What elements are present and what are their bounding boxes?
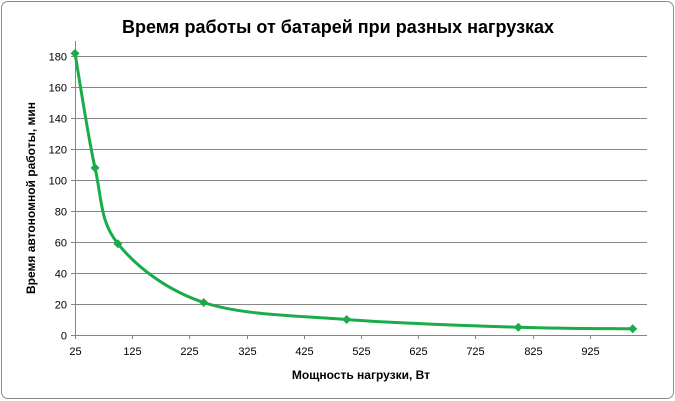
data-series xyxy=(70,48,638,334)
x-tick-label: 625 xyxy=(409,346,427,358)
data-point-marker xyxy=(342,315,352,325)
x-tick-label: 425 xyxy=(295,346,313,358)
x-tick-label: 225 xyxy=(180,346,198,358)
y-tick-labels: 0 20 40 60 80 100 120 140 160 180 xyxy=(49,52,67,343)
x-tick-label: 825 xyxy=(524,346,542,358)
chart-title: Время работы от батарей при разных нагру… xyxy=(122,17,554,37)
axes xyxy=(71,41,647,339)
x-tick-labels: 25 125 225 325 425 525 625 725 825 925 xyxy=(69,346,599,358)
data-point-marker xyxy=(513,322,523,332)
y-tick-label: 0 xyxy=(61,331,67,343)
y-tick-label: 20 xyxy=(55,300,67,312)
x-tick-label: 325 xyxy=(238,346,256,358)
x-tick-label: 125 xyxy=(123,346,141,358)
data-point-marker xyxy=(70,48,80,58)
data-point-marker xyxy=(113,239,123,249)
y-tick-label: 40 xyxy=(55,269,67,281)
grid-lines xyxy=(75,56,647,305)
y-axis-label: Время автономной работы, мин xyxy=(24,102,38,294)
y-tick-label: 60 xyxy=(55,238,67,250)
x-tick-label: 925 xyxy=(581,346,599,358)
x-axis-label: Мощность нагрузки, Вт xyxy=(292,368,430,382)
x-tick-label: 725 xyxy=(466,346,484,358)
y-tick-label: 80 xyxy=(55,207,67,219)
y-tick-label: 100 xyxy=(49,176,67,188)
y-tick-label: 180 xyxy=(49,52,67,64)
data-point-marker xyxy=(628,324,638,334)
y-tick-label: 160 xyxy=(49,83,67,95)
data-point-marker xyxy=(90,163,100,173)
x-tick-label: 525 xyxy=(352,346,370,358)
x-tick-label: 25 xyxy=(69,346,81,358)
y-tick-label: 120 xyxy=(49,145,67,157)
y-tick-label: 140 xyxy=(49,114,67,126)
series-line xyxy=(73,53,633,331)
data-point-marker xyxy=(199,298,209,308)
